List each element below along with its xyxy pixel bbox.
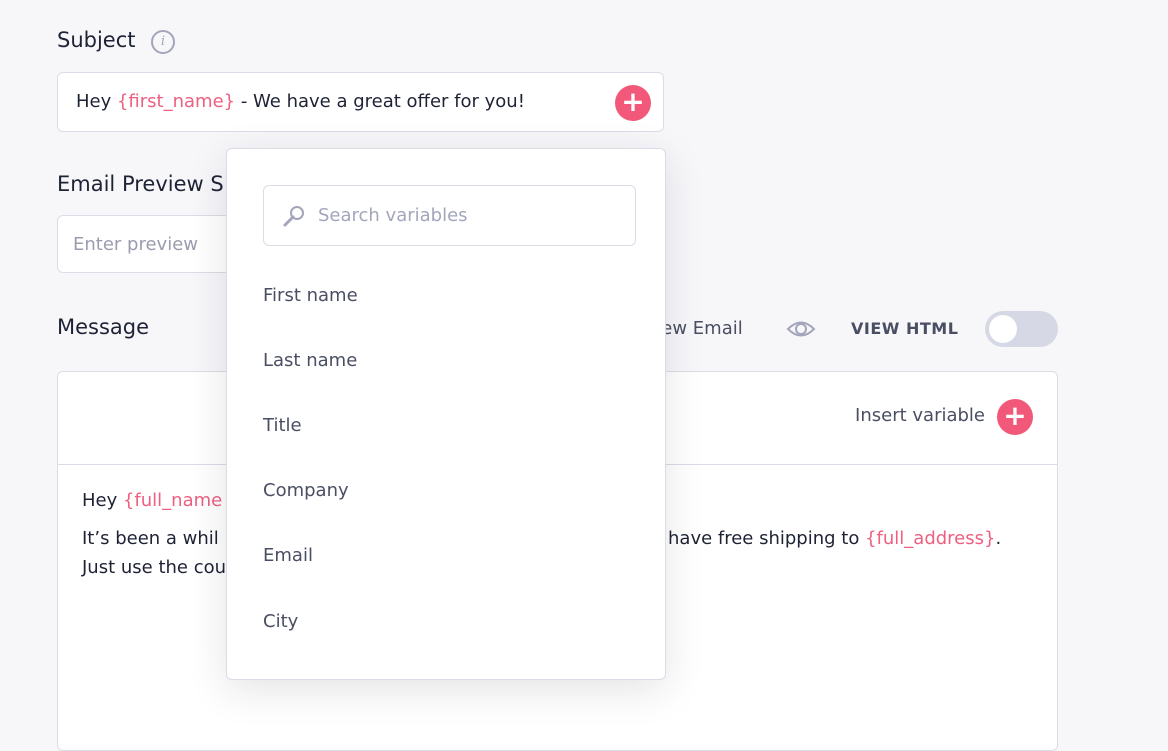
message-label: Message [57, 315, 150, 339]
body-line-2-start: It’s been a whil [82, 528, 219, 549]
subject-input[interactable]: Hey {first_name} - We have a great offer… [57, 72, 664, 132]
toggle-knob [989, 315, 1017, 343]
eye-icon[interactable] [786, 318, 816, 340]
subject-variable: {first_name} [116, 91, 236, 112]
subject-label: Subject [57, 28, 136, 52]
variable-option[interactable]: Email [263, 545, 313, 566]
variable-option[interactable]: City [263, 611, 299, 632]
insert-variable-label[interactable]: Insert variable [855, 405, 985, 426]
view-html-toggle[interactable] [985, 311, 1058, 347]
insert-variable-button[interactable]: + [997, 399, 1033, 435]
search-variables-input[interactable]: Search variables [263, 185, 636, 246]
subject-text: Hey [76, 91, 117, 112]
subject-text-rest: - We have a great offer for you! [235, 91, 525, 112]
variable-option[interactable]: Last name [263, 350, 358, 371]
variable-option[interactable]: Company [263, 480, 349, 501]
search-placeholder: Search variables [318, 205, 468, 226]
variable-option[interactable]: Title [263, 415, 302, 436]
view-html-label: VIEW HTML [851, 319, 959, 338]
add-variable-button[interactable]: + [615, 85, 651, 121]
variable-dropdown: Search variables First name Last name Ti… [226, 148, 666, 680]
body-line-1: Hey {full_name [82, 490, 223, 511]
body-line-2-end: have free shipping to {full_address}. [668, 528, 1002, 549]
search-icon [283, 206, 304, 227]
preview-placeholder: Enter preview [73, 234, 198, 255]
variable-option[interactable]: First name [263, 285, 358, 306]
body-line-3-start: Just use the cou [82, 557, 227, 578]
info-icon[interactable]: i [151, 30, 175, 54]
preview-label: Email Preview S [57, 172, 224, 196]
